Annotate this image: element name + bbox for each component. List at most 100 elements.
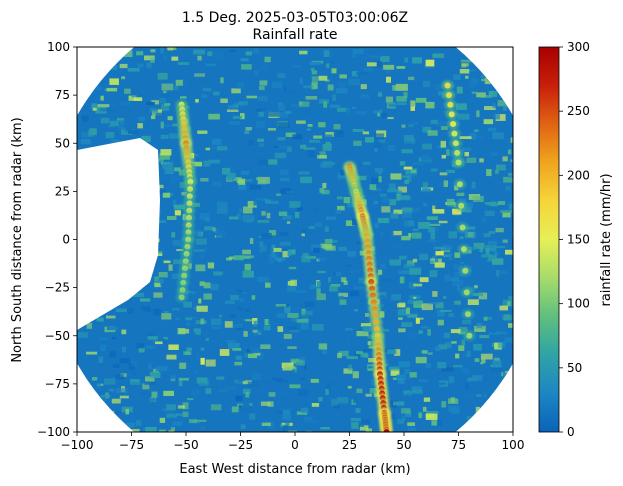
rain-cell — [435, 84, 440, 90]
rain-cell — [253, 199, 262, 206]
rain-cell — [384, 363, 389, 367]
rain-cell — [502, 315, 513, 320]
rain-cell — [356, 331, 369, 337]
rain-cell — [365, 313, 369, 317]
rain-cell — [203, 282, 211, 289]
rain-cell — [132, 292, 144, 297]
rain-cell — [431, 420, 437, 426]
rain-cell — [203, 293, 212, 300]
rain-cell — [412, 57, 422, 64]
rain-cell — [220, 77, 224, 84]
heavy-rain-core — [185, 229, 192, 236]
heavy-rain-core — [455, 159, 462, 166]
rain-cell — [350, 270, 360, 273]
colorbar-tick-label: 50 — [567, 361, 582, 375]
rain-cell — [261, 251, 267, 255]
rain-cell — [303, 85, 313, 89]
rain-cell — [122, 50, 133, 57]
rain-cell — [160, 47, 164, 54]
rain-cell — [301, 233, 305, 237]
rain-cell — [376, 87, 383, 93]
rain-cell — [356, 71, 368, 75]
rain-cell — [453, 74, 461, 80]
rain-cell — [210, 318, 222, 326]
rain-cell — [109, 351, 117, 358]
rain-cell — [360, 84, 367, 90]
rain-cell — [336, 271, 342, 276]
rain-cell — [382, 329, 390, 332]
rain-cell — [436, 309, 445, 317]
rain-cell — [228, 121, 241, 125]
rain-cell — [186, 292, 194, 297]
rain-cell — [403, 263, 414, 268]
rain-cell — [481, 218, 486, 224]
rain-cell — [147, 332, 153, 337]
rain-cell — [338, 350, 349, 357]
rain-cell — [508, 323, 513, 328]
rain-cell — [309, 139, 321, 143]
rain-cell — [498, 396, 509, 399]
y-axis-label: North South distance from radar (km) — [10, 117, 25, 362]
rain-cell — [268, 242, 274, 248]
rain-cell — [244, 130, 250, 135]
rain-cell — [397, 309, 408, 316]
rain-cell — [296, 206, 303, 211]
rain-cell — [445, 342, 452, 349]
rain-cell — [274, 257, 286, 261]
rain-cell — [294, 366, 298, 373]
rain-cell — [147, 336, 158, 340]
rain-cell — [256, 67, 268, 73]
rain-cell — [425, 413, 438, 420]
rain-cell — [375, 127, 380, 132]
rain-cell — [461, 147, 471, 152]
heavy-rain-core — [186, 193, 193, 200]
rain-cell — [407, 422, 415, 426]
rain-cell — [241, 407, 253, 413]
rain-cell — [106, 315, 116, 319]
rain-cell — [389, 183, 396, 190]
rain-cell — [91, 103, 97, 109]
rain-cell — [162, 161, 174, 169]
rain-cell — [349, 290, 360, 297]
rain-cell — [268, 257, 274, 264]
rain-cell — [174, 85, 179, 91]
rain-cell — [256, 177, 262, 181]
rain-cell — [172, 199, 177, 207]
rain-cell — [422, 182, 428, 189]
rain-cell — [329, 104, 341, 108]
heavy-rain-core — [187, 186, 194, 192]
rain-cell — [282, 413, 291, 421]
rain-cell — [179, 182, 192, 189]
rain-cell — [161, 83, 174, 91]
rain-cell — [314, 222, 323, 227]
rain-cell — [279, 231, 289, 237]
rain-cell — [267, 128, 276, 131]
rain-cell — [193, 370, 198, 375]
rain-cell — [488, 240, 498, 245]
rain-cell — [222, 168, 231, 175]
colorbar-tick-label: 300 — [567, 40, 590, 54]
rain-cell — [242, 380, 252, 385]
rain-cell — [207, 51, 213, 57]
rain-cell — [461, 367, 469, 374]
rain-cell — [279, 177, 290, 182]
rain-cell — [110, 411, 115, 416]
rain-cell — [243, 87, 247, 92]
rain-cell — [456, 86, 463, 94]
rain-cell — [299, 356, 307, 361]
rain-cell — [351, 71, 358, 77]
rain-cell — [299, 50, 308, 55]
rain-cell — [292, 134, 303, 140]
rain-cell — [230, 294, 239, 301]
rain-cell — [478, 427, 486, 430]
rain-cell — [88, 130, 94, 137]
rain-cell — [471, 375, 483, 381]
rain-cell — [414, 161, 420, 164]
rain-cell — [360, 299, 370, 303]
rain-cell — [494, 342, 502, 350]
rain-cell — [148, 363, 152, 370]
rain-cell — [228, 343, 240, 349]
rain-cell — [396, 193, 401, 201]
rain-cell — [486, 424, 494, 432]
rain-cell — [316, 293, 326, 301]
